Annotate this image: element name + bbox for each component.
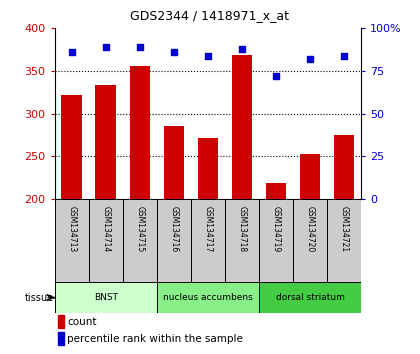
Text: dorsal striatum: dorsal striatum	[276, 293, 344, 302]
Bar	[259, 199, 293, 282]
Text: GSM134718: GSM134718	[237, 206, 247, 252]
Point	[307, 56, 313, 62]
Bar	[157, 199, 191, 282]
Text: tissue: tissue	[25, 293, 54, 303]
Text: GSM134717: GSM134717	[203, 206, 213, 252]
Bar	[61, 95, 82, 199]
Bar	[129, 66, 150, 199]
Bar	[164, 126, 184, 199]
Text: GSM134715: GSM134715	[135, 206, 144, 252]
Point	[239, 46, 245, 52]
Bar	[300, 154, 320, 199]
Text: GSM134716: GSM134716	[169, 206, 178, 252]
Bar	[123, 199, 157, 282]
Text: GSM134714: GSM134714	[101, 206, 110, 252]
Point	[205, 53, 211, 58]
Text: GSM134713: GSM134713	[67, 206, 76, 252]
Point	[341, 53, 347, 58]
Bar	[327, 199, 361, 282]
Point	[273, 73, 279, 79]
Text: GDS2344 / 1418971_x_at: GDS2344 / 1418971_x_at	[131, 9, 289, 22]
Bar	[259, 282, 361, 313]
Bar	[55, 282, 157, 313]
Text: count: count	[68, 317, 97, 327]
Text: GSM134719: GSM134719	[272, 206, 281, 252]
Bar	[89, 199, 123, 282]
Bar	[58, 315, 64, 328]
Bar	[232, 55, 252, 199]
Text: nucleus accumbens: nucleus accumbens	[163, 293, 253, 302]
Text: BNST: BNST	[94, 293, 118, 302]
Bar	[55, 199, 89, 282]
Bar	[198, 138, 218, 199]
Bar	[225, 199, 259, 282]
Bar	[266, 183, 286, 199]
Point	[136, 44, 143, 50]
Text: GSM134721: GSM134721	[340, 206, 349, 252]
Point	[68, 50, 75, 55]
Point	[171, 50, 177, 55]
Text: GSM134720: GSM134720	[306, 206, 315, 252]
Bar	[191, 199, 225, 282]
Text: percentile rank within the sample: percentile rank within the sample	[68, 334, 243, 344]
Bar	[157, 282, 259, 313]
Bar	[293, 199, 327, 282]
Bar	[334, 135, 354, 199]
Point	[102, 44, 109, 50]
Bar	[58, 332, 64, 345]
Bar	[95, 86, 116, 199]
